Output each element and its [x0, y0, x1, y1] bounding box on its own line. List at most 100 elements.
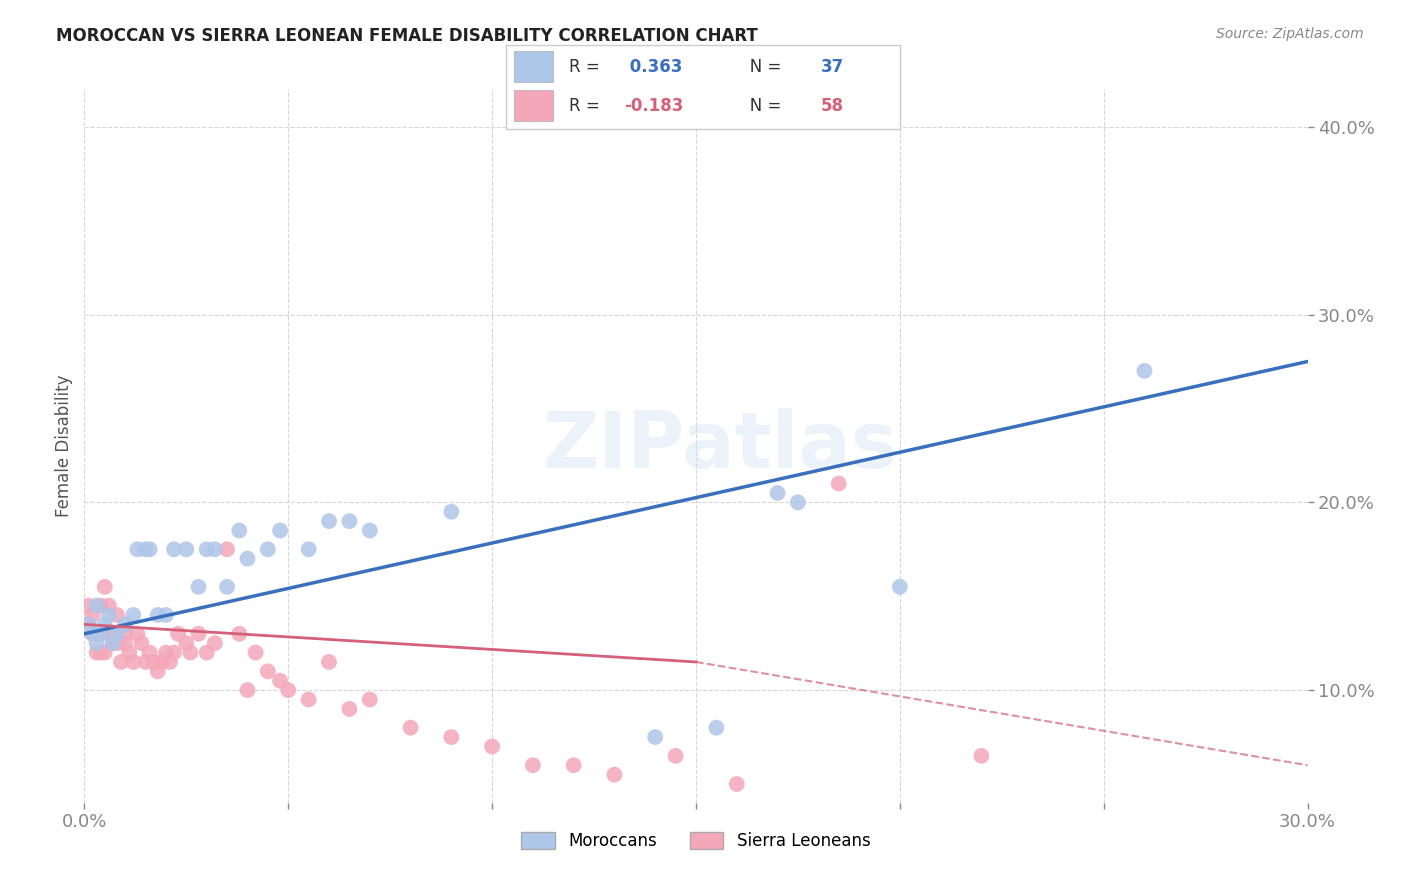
Text: -0.183: -0.183 [624, 96, 683, 114]
Point [122, 655, 145, 669]
Point [522, 758, 544, 772]
Point [228, 524, 250, 538]
Point [114, 627, 136, 641]
Point [257, 542, 280, 557]
Point [77, 617, 100, 632]
Text: Source: ZipAtlas.com: Source: ZipAtlas.com [1216, 27, 1364, 41]
Point [90, 599, 112, 613]
Point [155, 646, 177, 660]
Point [101, 636, 124, 650]
Point [228, 627, 250, 641]
Point [82, 627, 104, 641]
Point [217, 542, 239, 557]
Point [359, 524, 381, 538]
Point [359, 692, 381, 706]
Point [828, 476, 851, 491]
Point [970, 748, 993, 763]
Point [131, 636, 153, 650]
Point [146, 665, 169, 679]
Point [127, 542, 149, 557]
Point [440, 505, 463, 519]
Point [318, 514, 340, 528]
Point [163, 646, 186, 660]
Point [86, 627, 108, 641]
Text: N =: N = [734, 58, 787, 76]
Point [179, 646, 201, 660]
Point [86, 646, 108, 660]
Point [269, 673, 291, 688]
Point [155, 607, 177, 622]
Point [114, 617, 136, 632]
Point [97, 607, 120, 622]
Point [174, 636, 197, 650]
Point [562, 758, 585, 772]
Point [86, 636, 108, 650]
Bar [515, 52, 554, 82]
Legend: Moroccans, Sierra Leoneans: Moroccans, Sierra Leoneans [513, 824, 879, 859]
Point [481, 739, 503, 754]
Point [440, 730, 463, 744]
Point [187, 627, 209, 641]
Point [97, 599, 120, 613]
Point [114, 636, 136, 650]
Text: 0.363: 0.363 [624, 58, 683, 76]
Point [90, 646, 112, 660]
Point [127, 627, 149, 641]
Point [706, 721, 728, 735]
Point [217, 580, 239, 594]
Point [644, 730, 666, 744]
Point [725, 777, 748, 791]
Point [245, 646, 267, 660]
Point [93, 617, 115, 632]
Text: N =: N = [734, 96, 787, 114]
Point [90, 627, 112, 641]
Point [787, 495, 810, 509]
Point [665, 748, 688, 763]
Point [150, 655, 173, 669]
Text: 58: 58 [821, 96, 844, 114]
Point [105, 627, 128, 641]
Text: MOROCCAN VS SIERRA LEONEAN FEMALE DISABILITY CORRELATION CHART: MOROCCAN VS SIERRA LEONEAN FEMALE DISABI… [56, 27, 758, 45]
Point [269, 524, 291, 538]
Point [339, 702, 361, 716]
Point [101, 627, 124, 641]
Point [138, 646, 160, 660]
Point [236, 683, 259, 698]
Point [77, 617, 100, 632]
Point [174, 542, 197, 557]
Text: R =: R = [569, 58, 605, 76]
Point [110, 655, 132, 669]
Point [135, 542, 157, 557]
Point [159, 655, 181, 669]
Point [318, 655, 340, 669]
Point [277, 683, 299, 698]
Point [101, 636, 124, 650]
Point [82, 607, 104, 622]
Point [167, 627, 190, 641]
Point [204, 542, 226, 557]
Point [204, 636, 226, 650]
Point [298, 542, 321, 557]
Point [399, 721, 422, 735]
Point [122, 607, 145, 622]
Point [1133, 364, 1156, 378]
Y-axis label: Female Disability: Female Disability [55, 375, 73, 517]
Point [339, 514, 361, 528]
Point [889, 580, 911, 594]
Point [766, 486, 789, 500]
Point [195, 542, 218, 557]
Point [603, 767, 626, 781]
Point [146, 607, 169, 622]
Bar [515, 90, 554, 120]
Text: R =: R = [569, 96, 605, 114]
Point [77, 599, 100, 613]
Point [138, 542, 160, 557]
Point [86, 599, 108, 613]
Point [142, 655, 165, 669]
Point [257, 665, 280, 679]
Point [105, 636, 128, 650]
Point [236, 551, 259, 566]
Point [135, 655, 157, 669]
Text: 37: 37 [821, 58, 845, 76]
Point [82, 627, 104, 641]
